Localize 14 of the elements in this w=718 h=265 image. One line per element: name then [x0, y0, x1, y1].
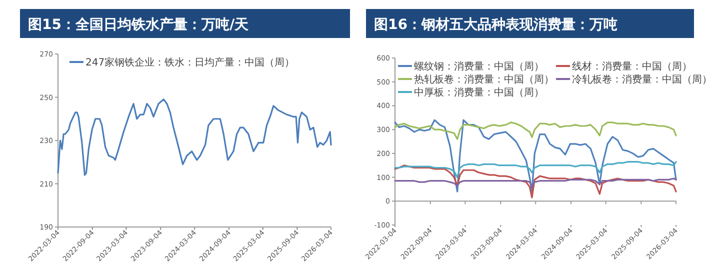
legend-label: 冷轧板卷：消费量：中国（周）: [572, 74, 712, 86]
legend-label: 热轧板卷：消费量：中国（周）: [414, 74, 554, 86]
legend-label: 247家钢铁企业：铁水：日均产量：中国（周）: [86, 56, 295, 68]
legend-label: 线材：消费量：中国（周）: [572, 60, 692, 72]
legend-label: 螺纹钢：消费量：中国（周）: [414, 60, 544, 72]
line-series: [394, 122, 677, 140]
line-series: [394, 164, 677, 198]
line-series: [57, 98, 332, 176]
line-series: [394, 119, 677, 192]
chart-title: 图15：全国日均铁水产量：万吨/天: [28, 16, 250, 33]
legend-label: 中厚板：消费量：中国（周）: [414, 86, 544, 98]
line-series: [394, 160, 677, 178]
line-series: [394, 178, 677, 188]
chart-title: 图16：钢材五大品种表现消费量：万吨: [374, 17, 618, 33]
